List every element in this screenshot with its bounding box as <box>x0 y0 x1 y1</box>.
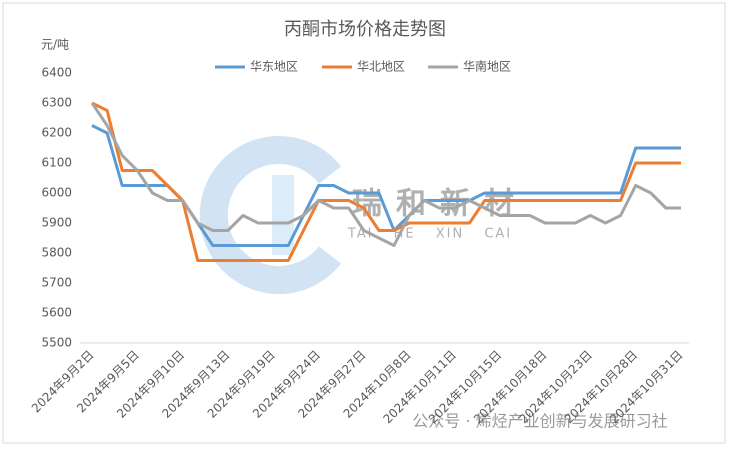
series-line <box>91 101 681 262</box>
watermark: 公众号 · 烯烃产业创新与发展研习社 <box>412 412 667 431</box>
logo <box>199 136 342 294</box>
y-axis-title: 元/吨 <box>41 38 69 52</box>
legend-label: 华北地区 <box>357 60 405 74</box>
y-tick-label: 5700 <box>41 276 72 290</box>
y-tick-label: 5500 <box>41 336 72 350</box>
y-tick-label: 6000 <box>41 186 72 200</box>
legend-label: 华南地区 <box>463 59 511 74</box>
legend-label: 华东地区 <box>250 60 298 74</box>
y-tick-label: 5800 <box>41 246 72 260</box>
y-tick-label: 6100 <box>41 156 72 170</box>
series-line <box>90 102 681 247</box>
y-tick-label: 5900 <box>41 216 72 230</box>
y-tick-label: 5600 <box>41 306 72 320</box>
y-tick-label: 6200 <box>41 126 72 140</box>
chart-title: 丙酮市场价格走势图 <box>284 19 446 40</box>
y-tick-label: 6400 <box>41 66 72 80</box>
y-tick-label: 6300 <box>41 96 72 110</box>
